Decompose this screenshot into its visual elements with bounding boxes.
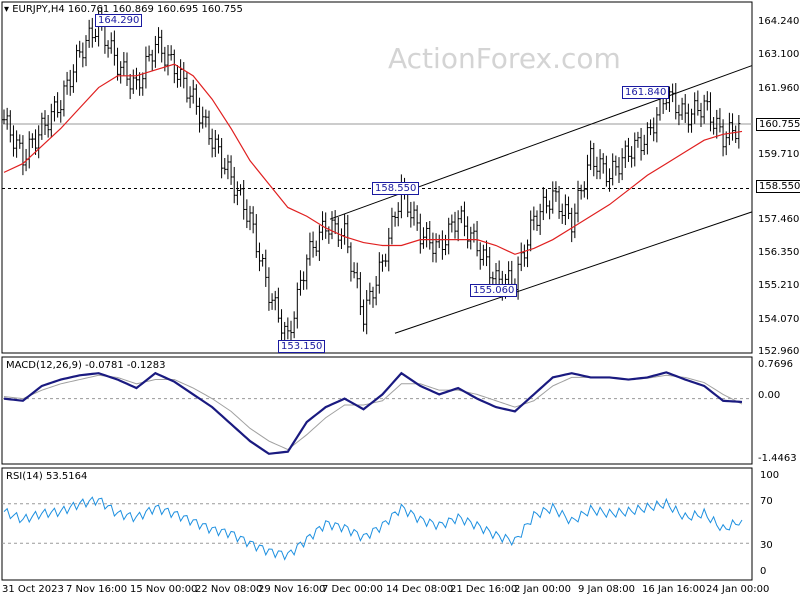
price-tick: 155.210 xyxy=(758,280,800,292)
price-tick: 154.070 xyxy=(758,313,800,325)
date-tick: 31 Oct 2023 xyxy=(2,584,64,595)
macd-series-layer xyxy=(2,371,752,455)
price-tick: 164.240 xyxy=(758,16,800,27)
date-tick: 14 Dec 08:00 xyxy=(386,584,454,595)
annotation-channel-low: 155.060 xyxy=(470,284,518,297)
date-tick: 9 Jan 08:00 xyxy=(578,584,635,595)
chart-menu-icon[interactable]: ▾ xyxy=(4,4,10,15)
date-tick: 16 Jan 16:00 xyxy=(642,584,706,595)
watermark: ActionForex.com xyxy=(388,42,621,75)
last-price-badge: 160.755 xyxy=(756,118,800,131)
macd-tick-zero: 0.00 xyxy=(758,390,781,401)
price-tick: 161.960 xyxy=(758,82,800,94)
macd-tick-low: -1.4463 xyxy=(758,453,797,464)
ohlc-label: 160.761 160.869 160.695 160.755 xyxy=(67,4,243,15)
rsi-line xyxy=(3,496,743,561)
macd-pane-frame xyxy=(1,356,753,465)
price-pane-frame xyxy=(1,1,753,354)
symbol-label: EURJPY,H4 xyxy=(12,4,65,15)
date-tick: 29 Nov 16:00 xyxy=(258,584,326,595)
rsi-tick-100: 100 xyxy=(760,470,780,481)
price-tick: 159.710 xyxy=(758,148,800,160)
rsi-pane-frame xyxy=(1,467,753,581)
date-tick: 7 Dec 00:00 xyxy=(322,584,383,595)
annotation-low: 153.150 xyxy=(278,340,326,353)
date-tick: 2 Jan 00:00 xyxy=(514,584,571,595)
macd-signal-line xyxy=(3,374,743,451)
channel-lower-line xyxy=(394,211,753,334)
annotation-channel-high: 161.840 xyxy=(622,86,670,99)
date-tick: 21 Dec 16:00 xyxy=(450,584,518,595)
rsi-tick-0: 0 xyxy=(760,566,767,577)
date-tick: 24 Jan 00:00 xyxy=(706,584,770,595)
price-series-layer xyxy=(2,6,753,344)
price-tick: 163.100 xyxy=(758,49,800,61)
date-tick: 7 Nov 16:00 xyxy=(66,584,128,595)
rsi-tick-70: 70 xyxy=(760,496,773,507)
rsi-series-layer xyxy=(2,496,752,561)
price-tick: 157.460 xyxy=(758,214,800,226)
date-tick: 15 Nov 00:00 xyxy=(130,584,198,595)
rsi-tick-30: 30 xyxy=(760,540,773,551)
price-tick: 152.960 xyxy=(758,346,800,357)
annotation-resistance: 158.550 xyxy=(372,182,420,195)
macd-line xyxy=(3,371,743,455)
moving-average-line xyxy=(3,63,743,255)
date-tick: 22 Nov 08:00 xyxy=(195,584,263,595)
macd-title: MACD(12,26,9) -0.0781 -0.1283 xyxy=(6,360,166,371)
rsi-title: RSI(14) 53.5164 xyxy=(6,471,88,482)
reference-price-badge: 158.550 xyxy=(756,180,800,193)
channel-upper-line xyxy=(329,65,753,220)
annotation-high: 164.290 xyxy=(95,14,143,27)
macd-tick-high: 0.7696 xyxy=(758,359,793,370)
symbol-header: ▾ EURJPY,H4 160.761 160.869 160.695 160.… xyxy=(4,4,243,15)
price-tick: 156.350 xyxy=(758,246,800,258)
